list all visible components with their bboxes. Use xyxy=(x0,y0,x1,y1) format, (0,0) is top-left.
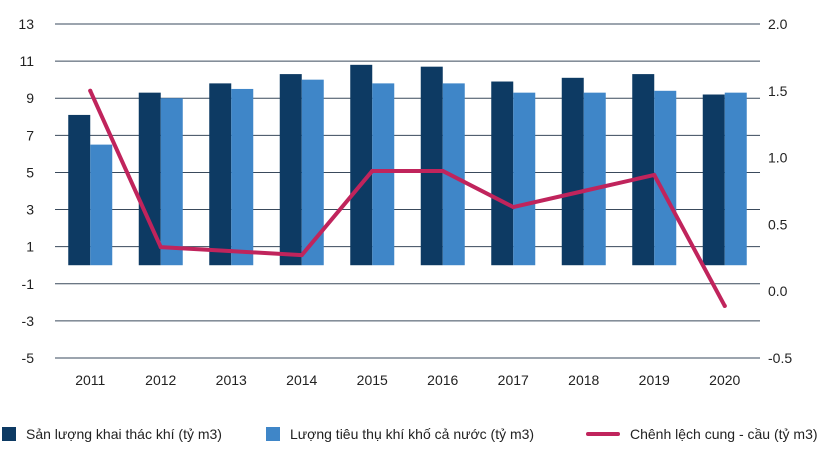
y-left-tick-label: 11 xyxy=(19,53,34,69)
line-point-difference xyxy=(88,88,93,93)
bar-production xyxy=(632,74,655,266)
y-left-tick-label: 5 xyxy=(26,164,34,180)
legend-swatch-difference xyxy=(586,432,620,436)
line-point-difference xyxy=(158,245,163,250)
bar-production xyxy=(209,83,232,266)
line-point-difference xyxy=(370,168,375,173)
bar-consumption xyxy=(442,83,465,266)
y-right-tick-label: 0.0 xyxy=(768,283,788,299)
bar-production xyxy=(350,64,373,266)
y-left-tick-label: -5 xyxy=(22,350,35,366)
y-left-tick-label: -1 xyxy=(22,276,35,292)
bar-consumption xyxy=(160,98,183,266)
bar-consumption xyxy=(513,92,536,266)
bar-consumption xyxy=(583,92,606,266)
line-point-difference xyxy=(229,249,234,254)
bar-consumption xyxy=(90,144,113,266)
line-point-difference xyxy=(511,205,516,210)
bar-consumption xyxy=(372,83,395,266)
y-right-tick-label: 2.0 xyxy=(768,16,788,32)
x-tick-label: 2011 xyxy=(75,372,105,388)
line-difference xyxy=(88,88,727,308)
y-left-tick-label: -3 xyxy=(22,313,35,329)
y-left-tick-label: 7 xyxy=(26,127,34,143)
legend-item-consumption: Lượng tiêu thụ khí khố cả nước (tỷ m3) xyxy=(266,426,534,442)
bar-production xyxy=(491,81,514,266)
legend-swatch-production xyxy=(2,427,16,441)
x-tick-label: 2019 xyxy=(639,372,670,388)
legend-label-consumption: Lượng tiêu thụ khí khố cả nước (tỷ m3) xyxy=(290,426,535,442)
legend-item-production: Sản lượng khai thác khí (tỷ m3) xyxy=(2,426,222,442)
x-tick-label: 2017 xyxy=(498,372,529,388)
bar-consumption xyxy=(654,90,677,266)
y-right-tick-label: 1.5 xyxy=(768,83,788,99)
bar-consumption xyxy=(301,79,324,266)
legend-label-difference: Chênh lệch cung - cầu (tỷ m3) xyxy=(630,426,818,442)
y-left-tick-label: 13 xyxy=(18,16,34,32)
legend-item-difference: Chênh lệch cung - cầu (tỷ m3) xyxy=(586,426,818,442)
line-point-difference xyxy=(581,189,586,193)
line-point-difference xyxy=(722,303,727,308)
x-tick-label: 2012 xyxy=(145,372,176,388)
combo-chart: 13 11 9 7 5 3 1 -1 -3 -5 2.0 1.5 1.0 0.5 0.0 -0.5 2011 20… xyxy=(18,16,792,388)
x-tick-label: 2016 xyxy=(427,372,458,388)
bar-consumption xyxy=(231,88,254,266)
line-point-difference xyxy=(440,168,445,173)
y-right-tick-label: 0.5 xyxy=(768,216,788,232)
legend: Sản lượng khai thác khí (tỷ m3) Lượng ti… xyxy=(0,426,829,450)
line-point-difference xyxy=(652,172,657,177)
y-left-tick-label: 3 xyxy=(26,202,34,218)
bar-consumption xyxy=(724,92,747,266)
legend-label-production: Sản lượng khai thác khí (tỷ m3) xyxy=(26,426,222,442)
y-left-tick-label: 9 xyxy=(26,90,34,106)
line-point-difference xyxy=(299,253,304,258)
y-right-tick-label: 1.0 xyxy=(768,150,788,166)
bar-production xyxy=(138,92,161,266)
x-tick-label: 2018 xyxy=(568,372,599,388)
x-tick-label: 2015 xyxy=(357,372,388,388)
bar-production xyxy=(702,94,725,266)
bar-production xyxy=(561,77,584,266)
bar-production xyxy=(420,66,443,266)
bar-production xyxy=(68,114,91,266)
x-tick-label: 2020 xyxy=(709,372,740,388)
bar-production xyxy=(279,74,302,266)
x-tick-label: 2013 xyxy=(216,372,247,388)
legend-swatch-consumption xyxy=(266,427,280,441)
x-tick-label: 2014 xyxy=(286,372,317,388)
y-right-tick-label: -0.5 xyxy=(768,350,792,366)
y-left-tick-label: 1 xyxy=(26,239,34,255)
